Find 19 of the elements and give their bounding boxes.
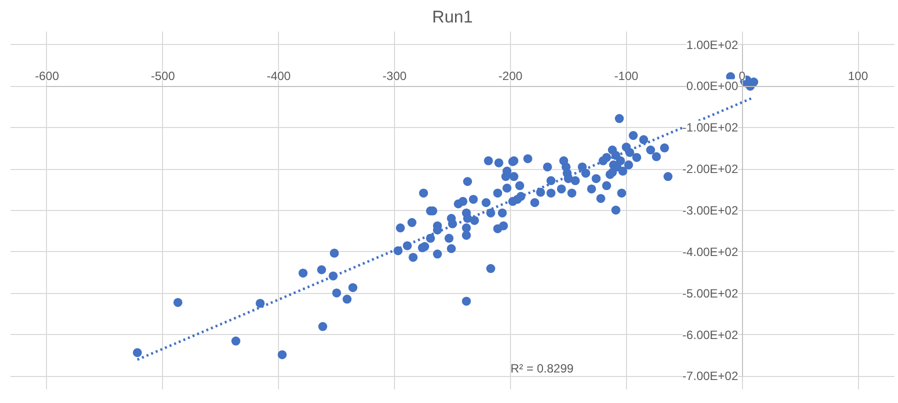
x-tick-label: -100: [614, 69, 639, 84]
y-tick-label: 1.00E+02: [686, 38, 738, 52]
y-tick-label: -1.00E+02: [682, 120, 738, 135]
x-tick-label: 100: [848, 69, 868, 84]
x-tick-label: -300: [382, 69, 407, 84]
y-tick-label: -7.00E+02: [682, 369, 738, 384]
x-tick-label: -400: [266, 69, 292, 84]
y-tick-label: -3.00E+02: [682, 204, 738, 218]
x-tick-label: -200: [498, 69, 523, 84]
annotation: R² = 0.8299: [510, 362, 574, 376]
x-tick-label: -600: [34, 69, 60, 84]
y-tick-label: -5.00E+02: [682, 286, 738, 300]
y-tick-label: -2.00E+02: [682, 162, 738, 176]
y-tick-label: -6.00E+02: [682, 328, 738, 342]
x-tick-label: -500: [150, 69, 176, 84]
chart-title: Run1: [432, 8, 473, 26]
y-tick-label: -4.00E+02: [682, 244, 738, 259]
y-tick-label: 0.00E+00: [686, 79, 738, 94]
x-tick-label: 0: [738, 69, 746, 84]
